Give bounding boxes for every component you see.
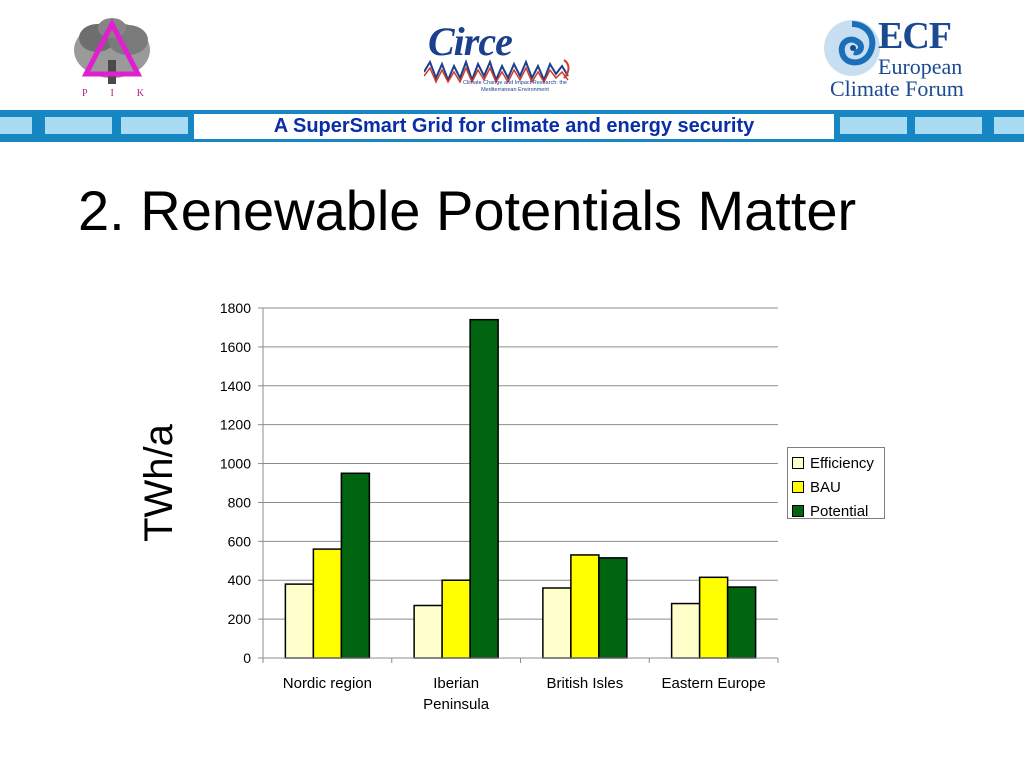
circe-logo: Circe Climate Change and Impact Research… [420, 12, 572, 98]
bar-potential [340, 472, 371, 659]
ecf-swirl-icon [824, 20, 880, 76]
banner-stripe [915, 117, 982, 134]
circe-wordmark: Circe [428, 19, 513, 64]
bar-potential [469, 318, 499, 659]
y-tick-label: 1600 [220, 339, 251, 355]
ecf-logo: ECF European Climate Forum [820, 10, 980, 102]
legend-label: Potential [810, 502, 869, 520]
pik-tree-icon [74, 18, 150, 84]
bar-bau [441, 579, 471, 659]
legend-label: BAU [810, 478, 841, 496]
y-tick-label: 200 [228, 611, 252, 627]
y-tick-label: 1200 [220, 417, 251, 433]
banner-stripe [840, 117, 907, 134]
banner-stripe [45, 117, 112, 134]
x-category-label: Nordic region [283, 675, 372, 692]
ecf-line2: Climate Forum [830, 76, 964, 101]
bar-efficiency [670, 602, 701, 659]
ecf-line1: European [878, 54, 963, 79]
y-tick-label: 600 [228, 533, 252, 549]
legend-swatch [792, 481, 804, 493]
slide-title: 2. Renewable Potentials Matter [78, 179, 857, 242]
bar-bau [312, 548, 343, 659]
y-tick-label: 1000 [220, 456, 251, 472]
legend-item-potential: Potential [792, 499, 884, 523]
legend-item-efficiency: Efficiency [792, 451, 884, 475]
y-tick-label: 0 [243, 650, 251, 666]
banner-stripe [0, 117, 32, 134]
banner-stripe [121, 117, 188, 134]
y-tick-label: 800 [228, 494, 252, 510]
pik-logo: P I K [62, 10, 162, 102]
ecf-abbrev: ECF [878, 15, 952, 57]
bar-bau [698, 576, 729, 659]
legend-label: Efficiency [810, 454, 874, 472]
x-category-label: Peninsula [423, 696, 490, 713]
pik-letter: I [110, 88, 116, 99]
circe-subtitle: Climate Change and Impact Research: the … [463, 80, 567, 93]
legend-swatch [792, 457, 804, 469]
y-axis-title: TWh/a [137, 423, 181, 542]
bar-potential [726, 586, 757, 659]
legend-swatch [792, 505, 804, 517]
chart-legend: Efficiency BAU Potential [787, 447, 885, 520]
legend-item-bau: BAU [792, 475, 884, 499]
bar-efficiency [284, 583, 315, 659]
x-category-label: Eastern Europe [662, 675, 766, 692]
bar-efficiency [413, 604, 443, 659]
bar-bau [570, 554, 600, 659]
x-category-label: Iberian [433, 675, 479, 692]
header-banner: A SuperSmart Grid for climate and energy… [0, 110, 1024, 142]
y-tick-label: 400 [228, 572, 252, 588]
y-tick-label: 1400 [220, 378, 251, 394]
x-category-label: British Isles [547, 675, 624, 692]
bar-efficiency [542, 587, 572, 659]
banner-title: A SuperSmart Grid for climate and energy… [194, 114, 834, 139]
bar-potential [598, 557, 628, 659]
pik-letter: P [82, 88, 90, 99]
pik-letter: K [136, 88, 146, 99]
circe-wave-icon [424, 59, 570, 84]
y-tick-label: 1800 [220, 300, 251, 316]
banner-stripe [994, 117, 1024, 134]
